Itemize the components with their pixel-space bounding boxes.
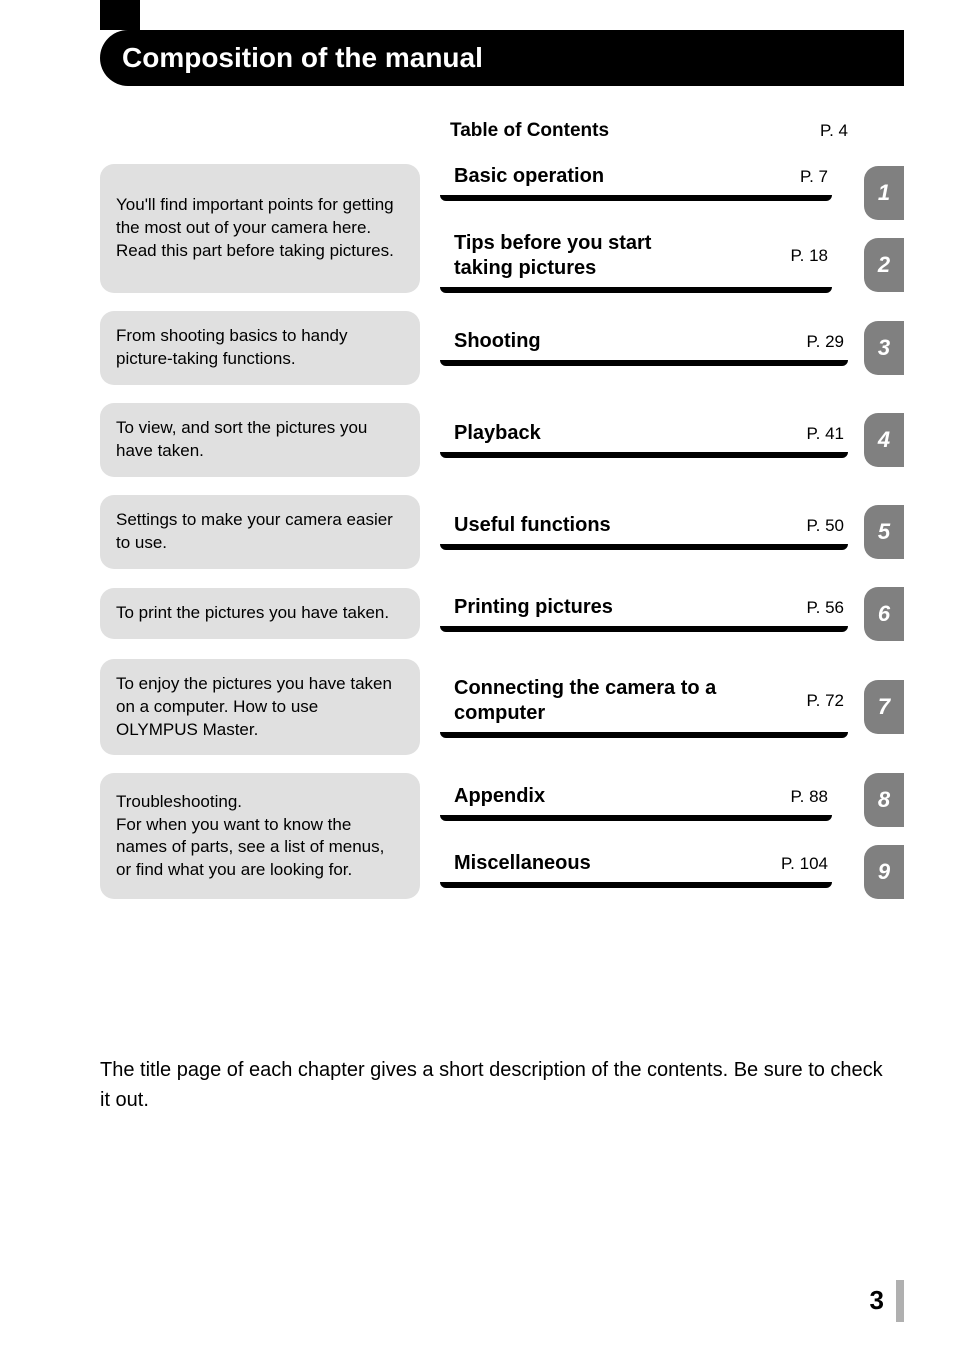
content-area: Table of Contents P. 4 You'll find impor… [100,120,904,917]
chapter-page: P. 72 [794,691,844,711]
footer-note: The title page of each chapter gives a s… [100,1055,894,1115]
chapter-printing: Printing pictures P. 56 [440,595,848,632]
chapter-title: Tips before you start taking pictures [454,231,714,281]
section-useful: Settings to make your camera easier to u… [100,495,904,569]
chapter-page: P. 41 [794,424,844,444]
chapter-title: Shooting [454,329,541,354]
chapter-connecting: Connecting the camera to a computer P. 7… [440,676,848,738]
section-printing: To print the pictures you have taken. Pr… [100,587,904,641]
chapter-title: Miscellaneous [454,851,591,876]
section-playback: To view, and sort the pictures you have … [100,403,904,477]
desc-useful: Settings to make your camera easier to u… [100,495,420,569]
tabs-appendix: 8 9 [848,773,904,899]
section-appendix: Troubleshooting. For when you want to kn… [100,773,904,899]
chapter-tab-6: 6 [864,587,904,641]
desc-printing: To print the pictures you have taken. [100,588,420,639]
chapter-tab-7: 7 [864,680,904,734]
chapter-page: P. 88 [778,787,828,807]
chapter-playback: Playback P. 41 [440,421,848,458]
chapter-basic-operation: Basic operation P. 7 [440,164,832,201]
chapter-col-printing: Printing pictures P. 56 [440,595,848,632]
desc-appendix: Troubleshooting. For when you want to kn… [100,773,420,899]
desc-playback: To view, and sort the pictures you have … [100,403,420,477]
chapter-page: P. 56 [794,598,844,618]
chapter-page: P. 29 [794,332,844,352]
desc-shooting: From shooting basics to handy picture-ta… [100,311,420,385]
chapter-tab-4: 4 [864,413,904,467]
chapter-tab-8: 8 [864,773,904,827]
chapter-title: Useful functions [454,513,611,538]
page-number: 3 [870,1285,884,1316]
chapter-page: P. 104 [769,854,828,874]
toc-label: Table of Contents [100,120,778,142]
chapter-tab-9: 9 [864,845,904,899]
chapter-col-playback: Playback P. 41 [440,421,848,458]
chapter-page: P. 50 [794,516,844,536]
chapter-title: Printing pictures [454,595,613,620]
chapter-col-shooting: Shooting P. 29 [440,329,848,366]
chapter-page: P. 18 [778,246,828,266]
section-basic: You'll find important points for getting… [100,164,904,293]
chapter-page: P. 7 [788,167,828,187]
toc-page: P. 4 [778,121,848,141]
page-edge-marker [896,1280,904,1322]
chapter-tips: Tips before you start taking pictures P.… [440,231,832,293]
page-title: Composition of the manual [122,42,483,74]
chapter-col-connecting: Connecting the camera to a computer P. 7… [440,676,848,738]
chapter-appendix: Appendix P. 88 [440,784,832,821]
chapter-tab-1: 1 [864,166,904,220]
chapter-shooting: Shooting P. 29 [440,329,848,366]
header-spine-tab [100,0,140,30]
section-shooting: From shooting basics to handy picture-ta… [100,311,904,385]
manual-page: Composition of the manual Table of Conte… [0,0,954,1356]
chapter-tab-3: 3 [864,321,904,375]
chapter-col-useful: Useful functions P. 50 [440,513,848,550]
chapter-misc: Miscellaneous P. 104 [440,851,832,888]
chapter-useful: Useful functions P. 50 [440,513,848,550]
chapter-title: Playback [454,421,541,446]
chapters-appendix: Appendix P. 88 Miscellaneous P. 104 [440,784,832,888]
chapter-tab-5: 5 [864,505,904,559]
desc-basic: You'll find important points for getting… [100,164,420,293]
tabs-basic: 1 2 [848,166,904,292]
chapter-title: Basic operation [454,164,604,189]
toc-row: Table of Contents P. 4 [100,120,904,142]
chapters-basic: Basic operation P. 7 Tips before you sta… [440,164,832,293]
section-connecting: To enjoy the pictures you have taken on … [100,659,904,756]
chapter-tab-2: 2 [864,238,904,292]
chapter-title: Appendix [454,784,545,809]
chapter-title: Connecting the camera to a computer [454,676,754,726]
desc-connecting: To enjoy the pictures you have taken on … [100,659,420,756]
page-title-bar: Composition of the manual [100,30,904,86]
